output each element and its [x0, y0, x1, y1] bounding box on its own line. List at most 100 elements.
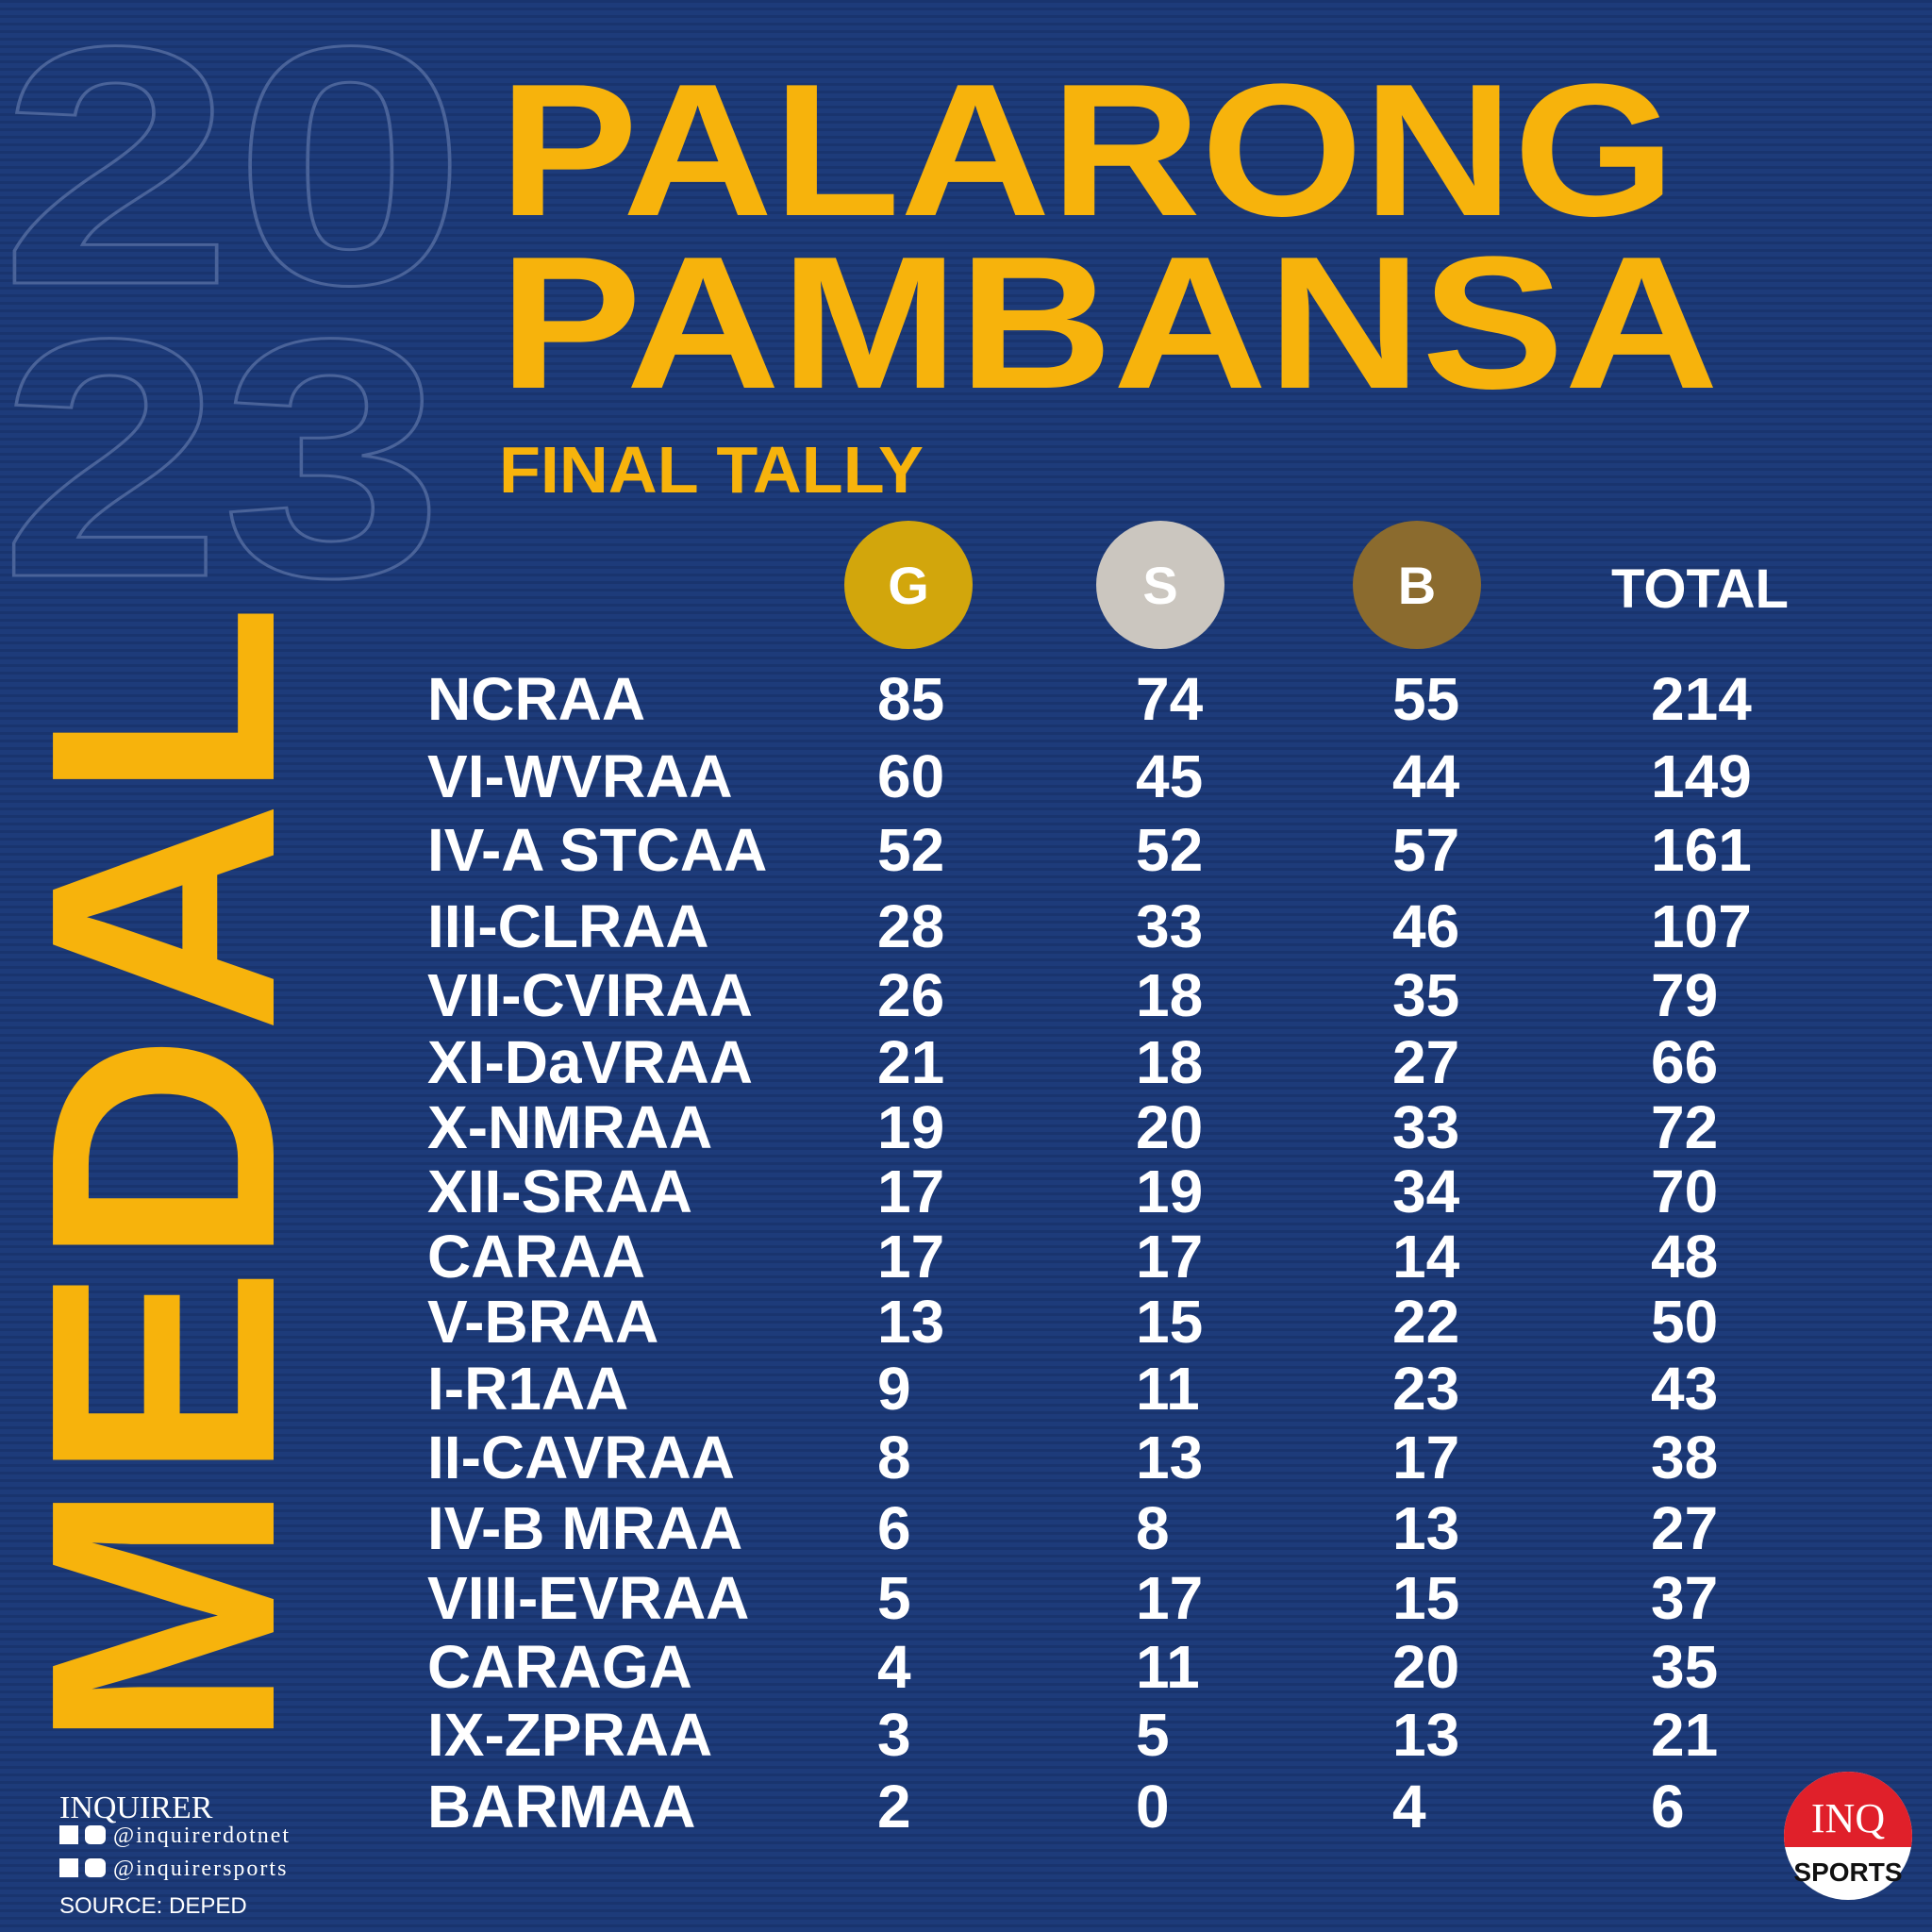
- medal-count: 19: [1136, 1158, 1203, 1225]
- table-row: IV-A STCAA 52 52 57 161: [427, 816, 1752, 884]
- medal-count: 11: [1136, 1633, 1200, 1701]
- year-part: 23: [0, 269, 443, 648]
- medal-count: 149: [1651, 742, 1752, 810]
- table-row: XII-SRAA 17 19 34 70: [427, 1158, 1718, 1225]
- medal-count: 8: [1136, 1494, 1170, 1562]
- medal-count: 22: [1392, 1288, 1459, 1356]
- medal-count: 43: [1651, 1355, 1718, 1423]
- region-name: CARAGA: [427, 1633, 692, 1701]
- medal-count: 3: [877, 1701, 911, 1769]
- column-headers: G S B TOTAL: [844, 521, 1789, 649]
- medal-count: 52: [1136, 816, 1203, 884]
- region-name: IV-A STCAA: [427, 816, 767, 884]
- region-name: VII-CVIRAA: [427, 961, 753, 1029]
- table-row: II-CAVRAA 8 13 17 38: [427, 1424, 1718, 1491]
- side-title: MEDAL: [0, 604, 342, 1750]
- medal-count: 17: [1136, 1223, 1203, 1291]
- medal-count: 20: [1392, 1633, 1459, 1701]
- year-watermark: 20 23: [0, 0, 469, 650]
- table-row: NCRAA 85 74 55 214: [427, 665, 1752, 733]
- column-header: G: [888, 556, 929, 615]
- medal-count: 35: [1392, 961, 1459, 1029]
- region-name: NCRAA: [427, 665, 645, 733]
- medal-count: 15: [1136, 1288, 1203, 1356]
- medal-count: 4: [1392, 1773, 1426, 1840]
- medal-count: 13: [1136, 1424, 1203, 1491]
- table-row: BARMAA 2 0 4 6: [427, 1773, 1685, 1840]
- medal-count: 9: [877, 1355, 911, 1423]
- medal-count: 35: [1651, 1633, 1718, 1701]
- title-line: PAMBANSA: [499, 218, 1719, 428]
- facebook-icon: [59, 1825, 78, 1844]
- region-name: XII-SRAA: [427, 1158, 692, 1225]
- facebook-icon: [59, 1858, 78, 1877]
- medal-count: 38: [1651, 1424, 1718, 1491]
- year-part: 20: [0, 0, 467, 356]
- table-row: III-CLRAA 28 33 46 107: [427, 892, 1752, 960]
- logo: INQ SPORTS: [1784, 1772, 1912, 1900]
- footer: INQUIRER @inquirerdotnet @inquirersports…: [59, 1790, 291, 1919]
- medal-count: 107: [1651, 892, 1752, 960]
- medal-count: 50: [1651, 1288, 1718, 1356]
- handle: @inquirerdotnet: [113, 1824, 291, 1848]
- medal-count: 5: [1136, 1701, 1170, 1769]
- medal-count: 14: [1392, 1223, 1460, 1291]
- region-name: VI-WVRAA: [427, 742, 733, 810]
- medal-count: 4: [877, 1633, 911, 1701]
- table-row: VIII-EVRAA 5 17 15 37: [427, 1564, 1718, 1632]
- brand: INQUIRER: [59, 1790, 213, 1825]
- region-name: IV-B MRAA: [427, 1494, 742, 1562]
- medal-count: 52: [877, 816, 944, 884]
- medal-count: 33: [1392, 1093, 1459, 1161]
- table-row: VII-CVIRAA 26 18 35 79: [427, 961, 1718, 1029]
- medal-count: 6: [877, 1494, 911, 1562]
- region-name: BARMAA: [427, 1773, 695, 1840]
- column-header: B: [1398, 556, 1436, 615]
- medal-count: 23: [1392, 1355, 1459, 1423]
- region-name: XI-DaVRAA: [427, 1028, 753, 1096]
- region-name: V-BRAA: [427, 1288, 658, 1356]
- column-header: S: [1142, 556, 1177, 615]
- medal-count: 21: [1651, 1701, 1718, 1769]
- medal-count: 13: [1392, 1701, 1459, 1769]
- medal-count: 44: [1392, 742, 1460, 810]
- medal-count: 13: [877, 1288, 944, 1356]
- medal-count: 214: [1651, 665, 1752, 733]
- medal-count: 17: [1392, 1424, 1459, 1491]
- medal-count: 15: [1392, 1564, 1459, 1632]
- medal-count: 28: [877, 892, 944, 960]
- medal-count: 74: [1136, 665, 1204, 733]
- medal-count: 18: [1136, 1028, 1203, 1096]
- table-row: XI-DaVRAA 21 18 27 66: [427, 1028, 1718, 1096]
- medal-count: 17: [1136, 1564, 1203, 1632]
- medal-count: 60: [877, 742, 944, 810]
- source: SOURCE: DEPED: [59, 1893, 247, 1919]
- medal-count: 2: [877, 1773, 911, 1840]
- medal-count: 27: [1651, 1494, 1718, 1562]
- medal-count: 20: [1136, 1093, 1203, 1161]
- medal-count: 48: [1651, 1223, 1718, 1291]
- medal-count: 161: [1651, 816, 1752, 884]
- medal-count: 37: [1651, 1564, 1718, 1632]
- medal-count: 17: [877, 1223, 944, 1291]
- table-row: X-NMRAA 19 20 33 72: [427, 1093, 1718, 1161]
- medal-count: 55: [1392, 665, 1459, 733]
- medal-count: 6: [1651, 1773, 1685, 1840]
- column-header: TOTAL: [1611, 558, 1789, 620]
- medal-count: 66: [1651, 1028, 1718, 1096]
- table-row: V-BRAA 13 15 22 50: [427, 1288, 1718, 1356]
- medal-count: 0: [1136, 1773, 1170, 1840]
- table-row: I-R1AA 9 11 23 43: [427, 1355, 1718, 1423]
- table-row: IV-B MRAA 6 8 13 27: [427, 1494, 1718, 1562]
- title-line: PALARONG: [499, 45, 1675, 256]
- medal-count: 8: [877, 1424, 911, 1491]
- region-name: I-R1AA: [427, 1355, 628, 1423]
- table-row: VI-WVRAA 60 45 44 149: [427, 742, 1752, 810]
- medal-count: 79: [1651, 961, 1718, 1029]
- gold-badge: [844, 521, 973, 649]
- region-name: VIII-EVRAA: [427, 1564, 749, 1632]
